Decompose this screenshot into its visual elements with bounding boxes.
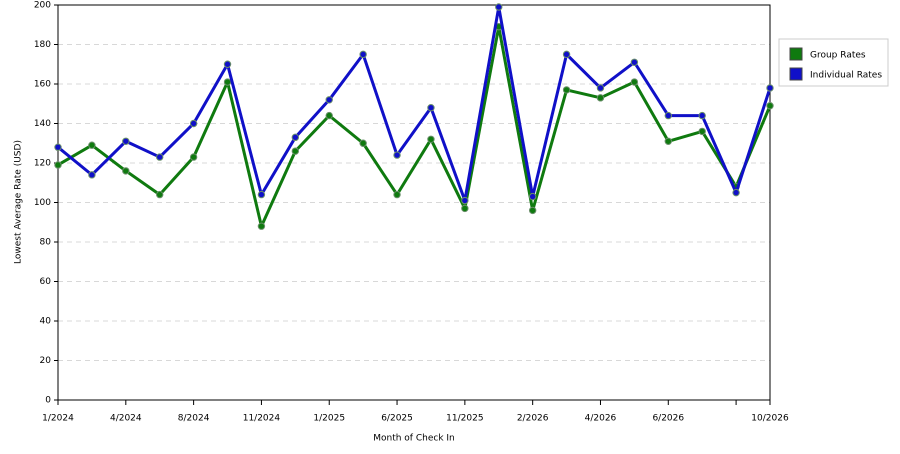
legend-label: Group Rates <box>810 51 866 61</box>
x-tick-label: 1/2024 <box>42 414 74 424</box>
point <box>732 188 740 197</box>
point <box>664 137 672 145</box>
point <box>461 204 469 213</box>
series-line <box>57 5 772 203</box>
legend-swatch <box>789 67 803 81</box>
x-tick-label: 6/2025 <box>381 414 413 424</box>
point <box>528 206 537 215</box>
legend-label: Individual Rates <box>810 71 882 81</box>
y-tick-label: 40 <box>40 317 52 327</box>
x-tick-label: 8/2024 <box>178 414 210 424</box>
point <box>596 84 605 92</box>
y-tick-label: 80 <box>40 238 52 248</box>
point <box>189 119 198 128</box>
y-axis-label: Lowest Average Rate (USD) <box>14 140 24 264</box>
point <box>88 171 96 179</box>
point <box>766 84 774 92</box>
point <box>359 139 367 147</box>
x-tick-label: 4/2026 <box>585 414 617 424</box>
y-tick-label: 0 <box>45 396 51 406</box>
point <box>54 143 62 151</box>
x-tick-label: 2/2026 <box>517 414 549 424</box>
y-tick-label: 100 <box>34 198 51 208</box>
point <box>427 104 435 112</box>
point <box>223 60 232 68</box>
point <box>291 133 300 142</box>
plot-frame <box>57 4 771 401</box>
legend-swatch <box>789 47 803 61</box>
point <box>596 94 605 102</box>
point <box>122 137 130 145</box>
y-tick-label: 120 <box>34 159 51 169</box>
point <box>54 161 62 169</box>
point <box>630 58 639 66</box>
point <box>495 3 503 11</box>
point <box>562 50 571 59</box>
point <box>393 151 401 159</box>
point <box>766 102 774 110</box>
point <box>393 190 401 199</box>
x-axis-label: Month of Check In <box>373 434 455 444</box>
point <box>630 78 639 86</box>
x-tick-label: 6/2026 <box>652 414 684 424</box>
y-tick-label: 140 <box>34 119 51 129</box>
x-tick-label: 11/2025 <box>446 414 483 424</box>
point <box>291 147 300 155</box>
point <box>664 111 672 120</box>
point <box>257 190 266 199</box>
point <box>359 50 367 59</box>
x-tick-label: 1/2025 <box>313 414 345 424</box>
point <box>122 167 130 175</box>
x-tick-label: 4/2024 <box>110 414 142 424</box>
point <box>698 111 706 120</box>
y-tick-label: 200 <box>34 1 51 11</box>
y-tick-label: 20 <box>40 356 52 366</box>
series-line <box>57 25 772 228</box>
x-tick-label: 10/2026 <box>751 414 789 424</box>
point <box>88 141 96 149</box>
y-tick-label: 180 <box>34 40 51 50</box>
point <box>325 111 333 120</box>
point <box>325 96 333 104</box>
point <box>427 135 435 144</box>
point <box>562 86 571 94</box>
point <box>528 192 537 201</box>
y-tick-label: 60 <box>40 277 52 287</box>
point <box>698 127 706 136</box>
point <box>189 153 198 161</box>
point <box>223 78 232 86</box>
point <box>156 153 164 161</box>
x-tick-label: 11/2024 <box>243 414 281 424</box>
point <box>156 190 164 199</box>
y-tick-label: 160 <box>34 80 51 90</box>
point <box>461 196 469 205</box>
point <box>257 222 266 230</box>
